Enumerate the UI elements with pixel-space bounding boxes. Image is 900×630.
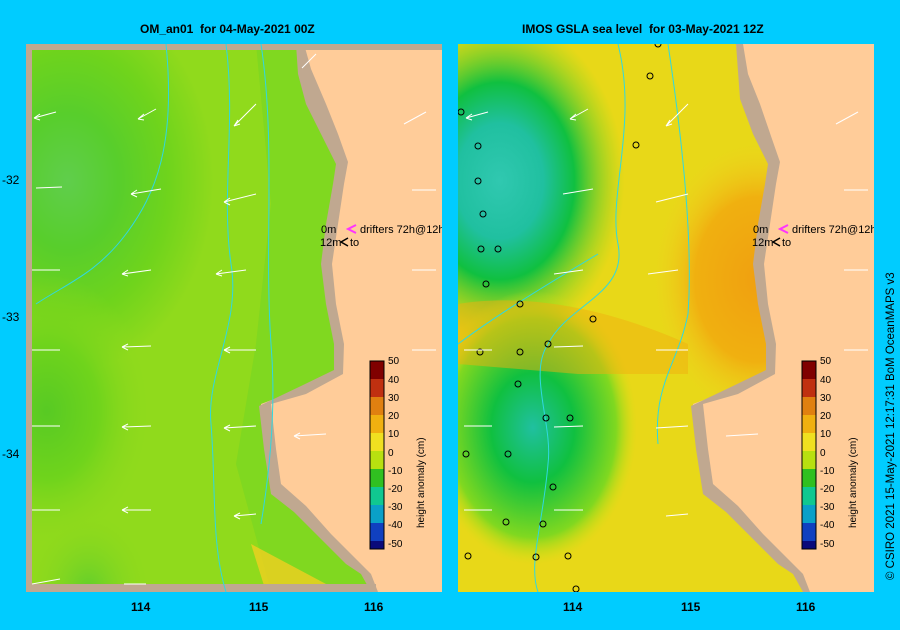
cb-tick: 40: [820, 375, 832, 386]
cb-tick: -50: [388, 539, 403, 550]
right-map-panel: 0m drifters 72h@12h 12m to 50 40 30 20 1…: [458, 44, 874, 592]
legend-row2-left: 12m: [752, 237, 773, 249]
lon-label: 115: [681, 600, 701, 614]
cb-tick: 20: [820, 411, 832, 422]
cb-tick: 10: [388, 429, 400, 440]
cb-tick: -30: [820, 502, 835, 513]
legend-row2-right: to: [350, 237, 359, 249]
lat-label: -33: [2, 310, 20, 324]
left-colorbar-ticks: 50 40 30 20 10 0 -10 -20 -30 -40 -50: [388, 356, 403, 550]
right-colorbar: 50 40 30 20 10 0 -10 -20 -30 -40 -50 hei…: [801, 356, 859, 550]
drifter-legend-label: drifters 72h@12h: [360, 224, 442, 236]
cb-tick: 20: [388, 411, 400, 422]
left-map-panel: 0m drifters 72h@12h 12m to 50 40 30 20 1…: [26, 44, 442, 592]
cb-tick: -50: [820, 539, 835, 550]
credit-text: © CSIRO 2021 15-May-2021 12:17:31 BoM Oc…: [885, 272, 897, 580]
lat-label: -34: [2, 447, 20, 461]
colorbar-label: height anomaly (cm): [848, 437, 859, 528]
cb-tick: 50: [388, 356, 400, 367]
legend-row1-left: 0m: [321, 224, 336, 236]
lon-label: 114: [563, 600, 583, 614]
lon-label: 116: [364, 600, 384, 614]
cb-tick: 30: [820, 393, 832, 404]
cb-tick: 40: [388, 375, 400, 386]
lon-label: 116: [796, 600, 816, 614]
cb-tick: 50: [820, 356, 832, 367]
right-panel-title: IMOS GSLA sea level for 03-May-2021 12Z: [522, 22, 764, 36]
legend-row2-left: 12m: [320, 237, 341, 249]
legend-row2-right: to: [782, 237, 791, 249]
cb-tick: -10: [820, 466, 835, 477]
left-colorbar: 50 40 30 20 10 0 -10 -20 -30 -40 -50 hei…: [369, 356, 427, 550]
lat-label: -32: [2, 173, 20, 187]
lon-label: 114: [131, 600, 151, 614]
drifter-legend-label: drifters 72h@12h: [792, 224, 874, 236]
lon-label: 115: [249, 600, 269, 614]
left-panel-title: OM_an01 for 04-May-2021 00Z: [140, 22, 315, 36]
cb-tick: -40: [820, 520, 835, 531]
cb-tick: -10: [388, 466, 403, 477]
legend-row1-left: 0m: [753, 224, 768, 236]
cb-tick: 0: [388, 448, 394, 459]
cb-tick: -40: [388, 520, 403, 531]
cb-tick: 10: [820, 429, 832, 440]
colorbar-label: height anomaly (cm): [416, 437, 427, 528]
cb-tick: -20: [820, 484, 835, 495]
cb-tick: 0: [820, 448, 826, 459]
cb-tick: -30: [388, 502, 403, 513]
cb-tick: 30: [388, 393, 400, 404]
cb-tick: -20: [388, 484, 403, 495]
